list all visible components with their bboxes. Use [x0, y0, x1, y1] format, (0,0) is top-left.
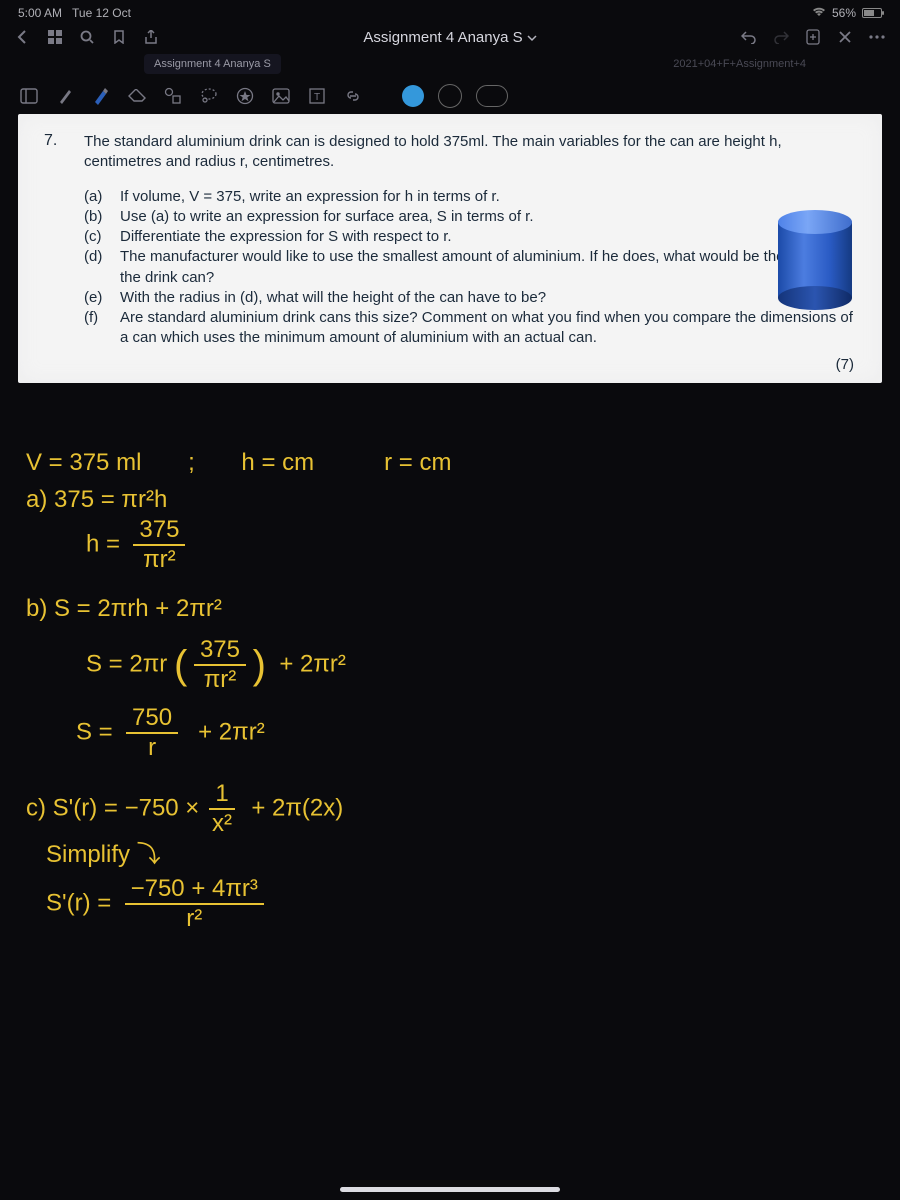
question-number: 7.	[44, 132, 62, 359]
highlighter-tool-icon[interactable]	[90, 85, 112, 107]
lasso-tool-icon[interactable]	[198, 85, 220, 107]
home-indicator[interactable]	[340, 1187, 560, 1192]
cylinder-icon	[778, 210, 852, 310]
more-icon[interactable]	[868, 28, 886, 46]
undo-icon[interactable]	[740, 28, 758, 46]
question-card: 7. The standard aluminium drink can is d…	[18, 114, 882, 383]
status-bar: 5:00 AM Tue 12 Oct 56%	[0, 0, 900, 22]
color-swatch-empty-2[interactable]	[476, 85, 508, 107]
back-icon[interactable]	[14, 28, 32, 46]
question-part: (b)Use (a) to write an expression for su…	[84, 207, 856, 227]
shapes-tool-icon[interactable]	[162, 85, 184, 107]
document-title[interactable]: Assignment 4 Ananya S	[363, 29, 522, 46]
status-time: 5:00 AM	[18, 6, 62, 20]
image-tool-icon[interactable]	[270, 85, 292, 107]
favorites-tool-icon[interactable]	[234, 85, 256, 107]
question-part: (e)With the radius in (d), what will the…	[84, 288, 856, 308]
drawing-toolbar: T	[0, 78, 900, 114]
handwriting-layer: V = 375 ml ; h = cm r = cm a) 375 = πr²h…	[26, 444, 874, 931]
redo-icon[interactable]	[772, 28, 790, 46]
eraser-tool-icon[interactable]	[126, 85, 148, 107]
wifi-icon	[812, 6, 826, 20]
status-battery-pct: 56%	[832, 6, 856, 20]
question-intro: The standard aluminium drink can is desi…	[84, 132, 856, 173]
battery-icon	[862, 8, 882, 18]
share-icon[interactable]	[142, 28, 160, 46]
question-part: (c)Differentiate the expression for S wi…	[84, 227, 856, 247]
pen-tool-icon[interactable]	[54, 85, 76, 107]
question-marks: (7)	[836, 356, 854, 373]
close-icon[interactable]	[836, 28, 854, 46]
status-date: Tue 12 Oct	[72, 6, 131, 20]
tab-secondary[interactable]: 2021+04+F+Assignment+4	[663, 54, 816, 74]
add-page-icon[interactable]	[804, 28, 822, 46]
chevron-down-icon[interactable]	[527, 29, 537, 46]
tab-active[interactable]: Assignment 4 Ananya S	[144, 54, 281, 74]
text-tool-icon[interactable]: T	[306, 85, 328, 107]
color-swatch-empty-1[interactable]	[438, 84, 462, 108]
question-part: (f)Are standard aluminium drink cans thi…	[84, 308, 856, 349]
sidebar-toggle-icon[interactable]	[18, 85, 40, 107]
grid-icon[interactable]	[46, 28, 64, 46]
app-titlebar: Assignment 4 Ananya S	[0, 22, 900, 52]
bookmark-icon[interactable]	[110, 28, 128, 46]
svg-text:T: T	[314, 92, 320, 103]
link-tool-icon[interactable]	[342, 85, 364, 107]
question-part: (a)If volume, V = 375, write an expressi…	[84, 187, 856, 207]
color-swatch-current[interactable]	[402, 85, 424, 107]
question-part: (d)The manufacturer would like to use th…	[84, 247, 856, 288]
doc-tabbar: Assignment 4 Ananya S 2021+04+F+Assignme…	[0, 52, 900, 78]
search-icon[interactable]	[78, 28, 96, 46]
note-canvas[interactable]: 7. The standard aluminium drink can is d…	[18, 114, 882, 1144]
